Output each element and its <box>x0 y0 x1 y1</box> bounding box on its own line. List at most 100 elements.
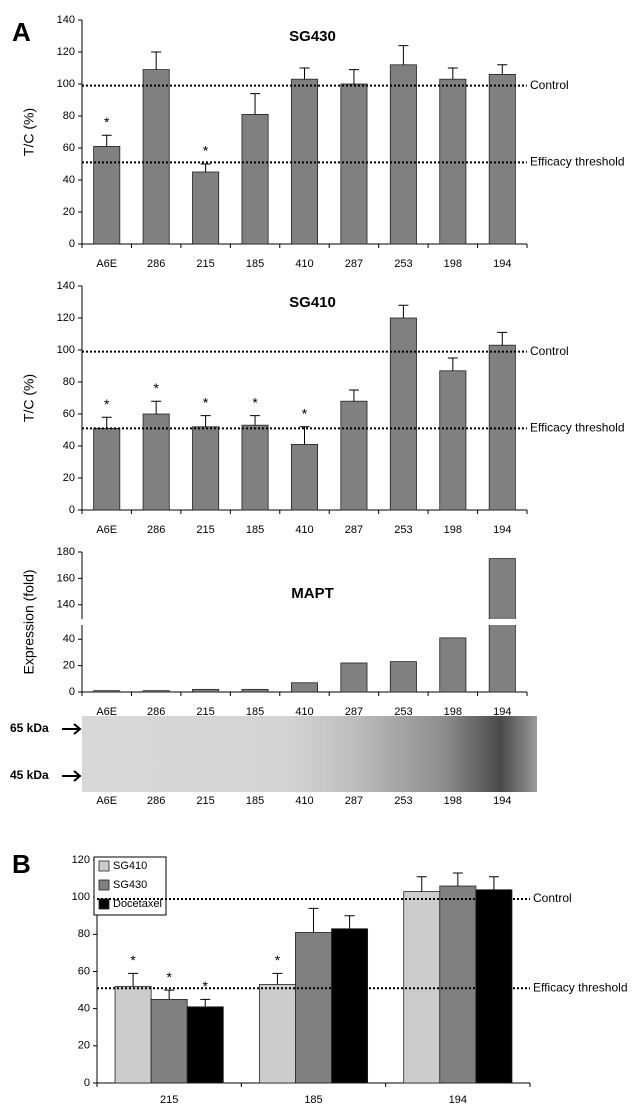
error-bar <box>300 68 310 79</box>
significance-marker: * <box>166 969 172 985</box>
bar <box>291 683 317 692</box>
error-bar <box>448 68 458 79</box>
y-tick-label: 80 <box>63 376 75 388</box>
x-tick-label: 194 <box>449 1094 467 1106</box>
y-tick-label: 100 <box>72 891 90 903</box>
x-tick-label: 185 <box>246 524 264 536</box>
x-tick-label: 215 <box>196 706 214 718</box>
y-tick-label: 0 <box>69 504 75 516</box>
bar <box>332 929 368 1083</box>
y-axis-label: T/C (%) <box>21 108 37 156</box>
reference-label: Control <box>530 78 569 92</box>
y-tick-label: 0 <box>69 686 75 698</box>
y-axis-label: T/C (%) <box>21 374 37 422</box>
blot-lane-label: A6E <box>96 795 117 807</box>
x-tick-label: 194 <box>493 258 511 270</box>
bar <box>489 74 515 244</box>
blot-arrow <box>62 771 80 781</box>
blot-lane-label: 410 <box>295 795 313 807</box>
x-tick-label: 215 <box>196 258 214 270</box>
x-tick-label: 185 <box>304 1094 322 1106</box>
bar <box>440 638 466 692</box>
y-tick-label: 140 <box>57 280 75 292</box>
bar <box>341 84 367 244</box>
error-bar <box>250 416 260 426</box>
reference-label: Efficacy threshold <box>530 155 625 169</box>
bar <box>390 662 416 692</box>
error-bar <box>102 417 112 428</box>
blot-lane-label: 215 <box>196 795 214 807</box>
bar <box>341 401 367 510</box>
error-bar <box>200 999 210 1006</box>
chart-title: SG410 <box>289 294 336 311</box>
x-tick-label: A6E <box>96 706 117 718</box>
legend-swatch <box>99 880 109 890</box>
x-tick-label: 194 <box>493 524 511 536</box>
x-tick-label: A6E <box>96 524 117 536</box>
reference-label: Control <box>530 344 569 358</box>
x-tick-label: 253 <box>394 258 412 270</box>
bar <box>242 689 268 692</box>
bar <box>94 691 120 692</box>
y-tick-label: 140 <box>57 14 75 26</box>
x-tick-label: A6E <box>96 258 117 270</box>
bar <box>242 114 268 244</box>
significance-marker: * <box>252 394 258 410</box>
x-tick-label: 286 <box>147 706 165 718</box>
significance-marker: * <box>153 380 159 396</box>
panel-label: B <box>12 849 31 879</box>
y-tick-label: 60 <box>78 965 90 977</box>
legend-label: SG430 <box>113 879 147 891</box>
error-bar <box>398 46 408 65</box>
y-tick-label: 40 <box>63 174 75 186</box>
blot-arrow <box>62 724 80 734</box>
error-bar <box>448 358 458 371</box>
blot-lane-label: 287 <box>345 795 363 807</box>
legend-label: SG410 <box>113 860 147 872</box>
error-bar <box>151 52 161 70</box>
error-bar <box>201 164 211 172</box>
y-tick-label: 0 <box>84 1077 90 1089</box>
bar <box>390 318 416 510</box>
x-tick-label: 215 <box>196 524 214 536</box>
y-tick-label: 40 <box>78 1003 90 1015</box>
y-tick-label: 180 <box>57 546 75 558</box>
figure: 65 kDa 45 kDa A B 020406080100120140SG43… <box>0 0 634 1108</box>
y-tick-label: 20 <box>63 206 75 218</box>
error-bar <box>250 94 260 115</box>
error-bar <box>497 332 507 345</box>
x-tick-label: 410 <box>295 706 313 718</box>
reference-label: Efficacy threshold <box>530 421 625 435</box>
x-tick-label: 287 <box>345 524 363 536</box>
x-tick-label: 198 <box>444 258 462 270</box>
error-bar <box>300 427 310 445</box>
significance-marker: * <box>275 952 281 968</box>
error-bar <box>349 70 359 84</box>
chart-title: MAPT <box>291 585 334 602</box>
chart-title: SG430 <box>289 28 336 45</box>
blot-lane-label: 286 <box>147 795 165 807</box>
bar <box>187 1007 223 1083</box>
x-tick-label: 410 <box>295 524 313 536</box>
x-tick-label: 286 <box>147 258 165 270</box>
error-bar <box>128 973 138 986</box>
bar <box>193 172 219 244</box>
bar <box>193 689 219 692</box>
y-tick-label: 100 <box>57 78 75 90</box>
bar <box>476 890 512 1083</box>
error-bar <box>497 65 507 75</box>
y-tick-label: 60 <box>63 142 75 154</box>
significance-marker: * <box>203 394 209 410</box>
axis-break <box>76 619 527 625</box>
x-tick-label: 253 <box>394 706 412 718</box>
y-tick-label: 80 <box>63 110 75 122</box>
y-tick-label: 40 <box>63 440 75 452</box>
x-tick-label: 287 <box>345 258 363 270</box>
x-tick-label: 410 <box>295 258 313 270</box>
error-bar <box>417 877 427 892</box>
legend-swatch <box>99 899 109 909</box>
x-tick-label: 185 <box>246 258 264 270</box>
significance-marker: * <box>104 114 110 130</box>
error-bar <box>345 916 355 929</box>
y-tick-label: 120 <box>57 312 75 324</box>
